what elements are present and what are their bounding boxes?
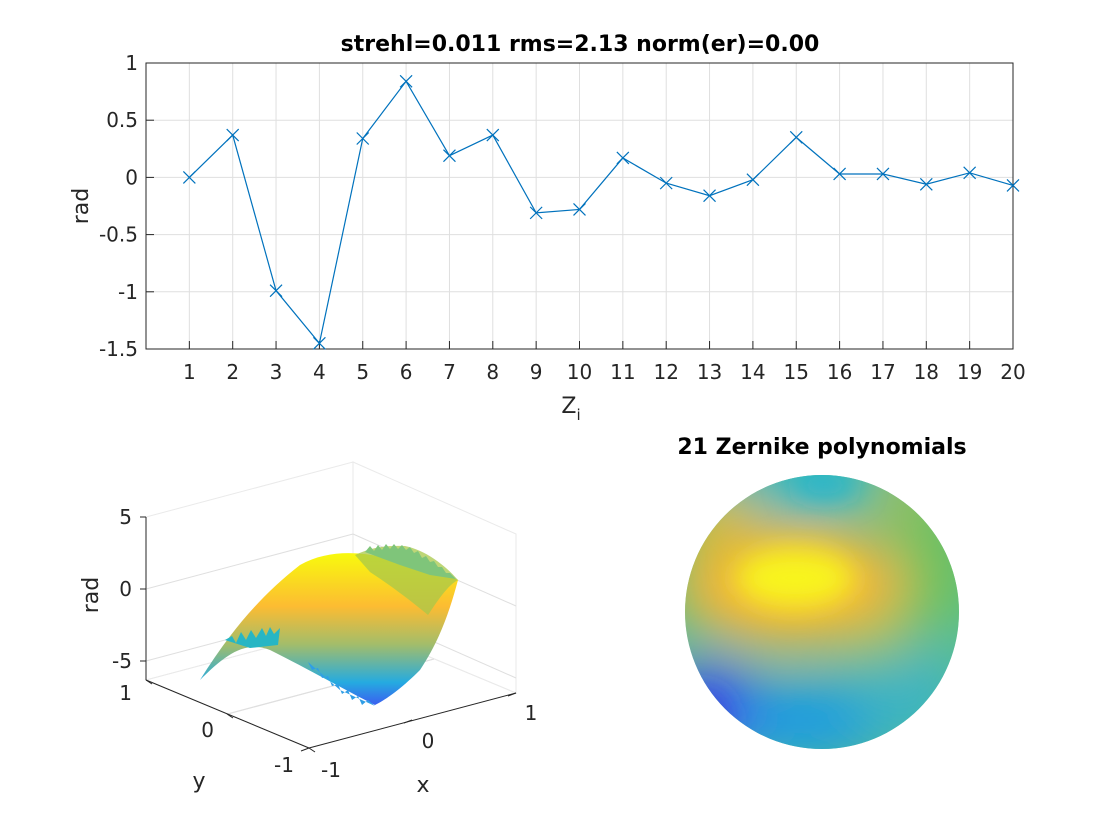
data-point-marker xyxy=(443,149,456,163)
x-tick-label: 6 xyxy=(400,360,413,384)
surface-z-label: rad xyxy=(79,577,104,614)
data-point-marker xyxy=(1006,178,1020,192)
y-tick-label: 1 xyxy=(125,51,138,75)
data-point-marker xyxy=(356,132,370,145)
data-point-marker xyxy=(529,206,543,220)
x-tick-label: 1 xyxy=(183,360,196,384)
zernike-disk xyxy=(685,475,959,749)
x-tick-label: 8 xyxy=(486,360,499,384)
x-tick-label: 20 xyxy=(1000,360,1025,384)
x-tick-label: 13 xyxy=(697,360,722,384)
series-line xyxy=(188,80,1014,345)
surface-z-tick: -5 xyxy=(112,649,132,673)
line-chart-y-ticks: 1 0.5 0 -0.5 -1 -1.5 xyxy=(99,51,154,361)
surface-y-label: y xyxy=(192,769,205,794)
data-point-marker xyxy=(963,166,977,180)
y-tick-label: 0.5 xyxy=(106,108,138,132)
surface-x-axis xyxy=(308,692,517,749)
x-tick-label: 10 xyxy=(567,360,592,384)
data-point-marker xyxy=(182,170,196,184)
x-tick-label: 9 xyxy=(530,360,543,384)
zernike-map-title: 21 Zernike polynomials xyxy=(677,435,966,460)
surface-x-tick: 1 xyxy=(525,701,538,725)
surface-mesh xyxy=(200,544,458,706)
zernike-map: 21 Zernike polynomials xyxy=(677,435,967,749)
surface-y-tick: 1 xyxy=(119,681,132,705)
x-tick-label: 16 xyxy=(827,360,852,384)
y-tick-label: -0.5 xyxy=(99,223,138,247)
data-point-marker xyxy=(399,74,413,88)
data-point-marker xyxy=(703,189,716,203)
surface-z-tick: 0 xyxy=(119,577,132,601)
data-point-marker xyxy=(226,128,240,142)
x-tick-label: 4 xyxy=(313,360,326,384)
surface-x-tick: 0 xyxy=(422,729,435,753)
line-chart-x-label-sub: i xyxy=(576,406,580,424)
data-point-marker xyxy=(659,176,673,190)
x-tick-label: 14 xyxy=(740,360,765,384)
data-point-marker xyxy=(573,203,586,216)
x-tick-label: 18 xyxy=(914,360,939,384)
y-tick-label: -1.5 xyxy=(99,337,138,361)
x-tick-label: 3 xyxy=(270,360,283,384)
x-tick-label: 15 xyxy=(784,360,809,384)
data-point-marker xyxy=(486,128,500,142)
x-tick-label: 17 xyxy=(870,360,895,384)
data-point-marker xyxy=(833,167,847,181)
line-chart-x-label: Zi xyxy=(561,394,580,424)
data-point-marker xyxy=(616,151,630,165)
x-tick-label: 19 xyxy=(957,360,982,384)
surface-x-tick: -1 xyxy=(321,758,341,782)
surface-y-tick: 0 xyxy=(201,718,214,742)
data-point-marker xyxy=(269,284,283,298)
y-tick-label: -1 xyxy=(118,280,138,304)
surface-x-label: x xyxy=(416,773,429,798)
surface-z-tick: 5 xyxy=(119,505,132,529)
data-point-marker xyxy=(919,177,933,191)
x-tick-label: 5 xyxy=(356,360,369,384)
surface-plot: 5 0 -5 -1 0 1 1 0 -1 rad x y xyxy=(79,461,538,798)
line-chart-x-ticks: 1 2 3 4 5 6 7 8 9 10 11 12 13 14 15 16 17 18 19 20 xyxy=(183,341,1026,384)
x-tick-label: 2 xyxy=(226,360,239,384)
data-point-marker xyxy=(789,130,803,144)
line-chart-y-label: rad xyxy=(69,188,94,225)
data-point-marker xyxy=(876,167,890,181)
line-chart-x-label-main: Z xyxy=(561,394,576,419)
line-chart-series xyxy=(182,74,1020,350)
surface-y-tick: -1 xyxy=(274,753,294,777)
data-point-marker xyxy=(746,173,760,187)
data-point-marker xyxy=(312,336,326,350)
line-chart-title: strehl=0.011 rms=2.13 norm(er)=0.00 xyxy=(341,32,820,57)
x-tick-label: 11 xyxy=(610,360,635,384)
x-tick-label: 7 xyxy=(443,360,456,384)
line-chart-grid xyxy=(146,62,1014,350)
y-tick-label: 0 xyxy=(125,165,138,189)
x-tick-label: 12 xyxy=(653,360,678,384)
